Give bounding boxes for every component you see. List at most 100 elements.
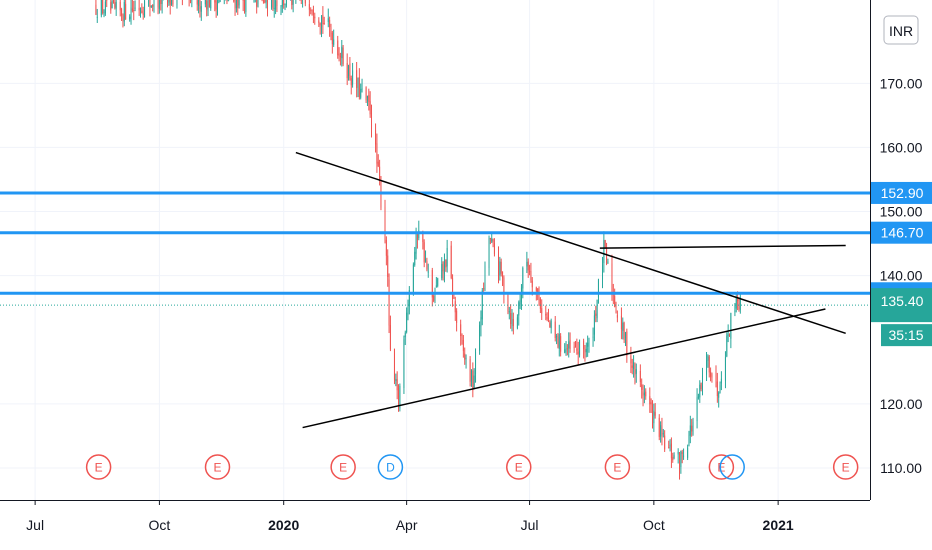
- candle: [266, 0, 268, 17]
- candle: [549, 320, 551, 328]
- time-axis[interactable]: Jul Oct 2020 Apr Jul Oct 2021: [26, 500, 794, 533]
- candle: [129, 14, 131, 22]
- candle: [696, 388, 698, 429]
- candle: [643, 385, 645, 404]
- earnings-marker[interactable]: E: [832, 454, 859, 480]
- candle: [692, 417, 694, 436]
- currency-button[interactable]: INR: [883, 15, 919, 45]
- candle: [393, 348, 395, 385]
- candle-body: [507, 295, 509, 312]
- candle-body: [511, 317, 513, 324]
- candle: [219, 0, 221, 3]
- candle: [106, 0, 108, 8]
- candle: [701, 367, 703, 396]
- candle-body: [398, 388, 400, 407]
- earnings-marker[interactable]: E: [708, 454, 735, 480]
- earnings-marker[interactable]: E: [330, 454, 356, 480]
- price-tick-label: 160.00: [880, 139, 923, 155]
- candle-body: [157, 0, 159, 8]
- candle: [357, 77, 359, 98]
- candle: [473, 368, 475, 390]
- candle-body: [708, 356, 710, 373]
- candle-body: [338, 53, 340, 56]
- candle-body: [597, 279, 599, 298]
- candle-body: [435, 285, 437, 287]
- event-label: E: [515, 461, 523, 475]
- candle: [652, 400, 653, 429]
- candle: [210, 0, 212, 11]
- candle-body: [518, 302, 520, 316]
- candle-body: [361, 88, 363, 91]
- candle-body: [473, 375, 475, 390]
- candle-body: [537, 288, 539, 293]
- candle-body: [660, 425, 662, 437]
- candle: [642, 384, 644, 407]
- trend-line[interactable]: [599, 244, 846, 249]
- candle: [512, 312, 514, 335]
- dividend-marker[interactable]: [719, 454, 745, 480]
- time-tick-label: Jul: [26, 517, 44, 533]
- candle-body: [311, 10, 313, 12]
- candle-body: [242, 0, 244, 1]
- candle-body: [541, 308, 543, 314]
- candle-body: [620, 315, 622, 330]
- candle: [427, 263, 429, 278]
- candle-body: [630, 356, 632, 364]
- candle-body: [96, 16, 98, 18]
- event-circle: [719, 454, 745, 480]
- candle: [547, 308, 549, 323]
- candle: [729, 333, 731, 337]
- candle-body: [393, 348, 395, 380]
- candle-body: [696, 397, 698, 422]
- candle: [102, 0, 104, 15]
- candle: [469, 356, 471, 387]
- earnings-marker[interactable]: E: [204, 454, 231, 480]
- candle: [217, 0, 218, 16]
- candle-body: [226, 0, 228, 2]
- earnings-marker[interactable]: E: [85, 454, 112, 480]
- candle-body: [538, 294, 540, 299]
- candle-body: [280, 5, 282, 8]
- candle-body: [95, 4, 97, 15]
- candle-body: [158, 0, 160, 9]
- candle: [139, 7, 141, 18]
- candle-body: [549, 322, 551, 328]
- candle-body: [568, 341, 570, 349]
- candle: [360, 83, 362, 100]
- earnings-marker[interactable]: E: [506, 454, 532, 480]
- trend-line[interactable]: [295, 151, 846, 335]
- price-axis[interactable]: 110.00 120.00 140.00 150.00 160.00 170.00: [880, 75, 923, 476]
- trend-line[interactable]: [302, 308, 826, 429]
- dividend-marker[interactable]: D: [377, 454, 404, 480]
- candle-body: [691, 425, 693, 432]
- candle: [319, 22, 321, 35]
- candle-body: [679, 452, 681, 470]
- candle: [280, 5, 282, 16]
- candle: [452, 274, 454, 307]
- candle-body: [310, 9, 312, 11]
- earnings-marker[interactable]: E: [604, 454, 631, 480]
- candle: [670, 437, 672, 468]
- candle-body: [727, 334, 729, 336]
- candle: [707, 354, 709, 368]
- candle: [314, 12, 316, 25]
- candle-body: [516, 317, 518, 329]
- candle: [300, 0, 302, 5]
- candle: [257, 0, 259, 8]
- candle-body: [418, 230, 420, 239]
- candle: [425, 250, 427, 263]
- candle-body: [427, 271, 429, 273]
- candle: [545, 305, 547, 321]
- candle-body: [200, 6, 202, 12]
- candle-body: [623, 322, 625, 340]
- candle-body: [104, 1, 106, 14]
- candle: [516, 314, 518, 330]
- candle-body: [266, 0, 268, 10]
- candle: [308, 0, 310, 17]
- candle-body: [312, 9, 314, 15]
- candle-body: [322, 14, 324, 25]
- candle-body: [461, 335, 463, 342]
- candle: [207, 0, 209, 16]
- event-circle: [204, 454, 231, 480]
